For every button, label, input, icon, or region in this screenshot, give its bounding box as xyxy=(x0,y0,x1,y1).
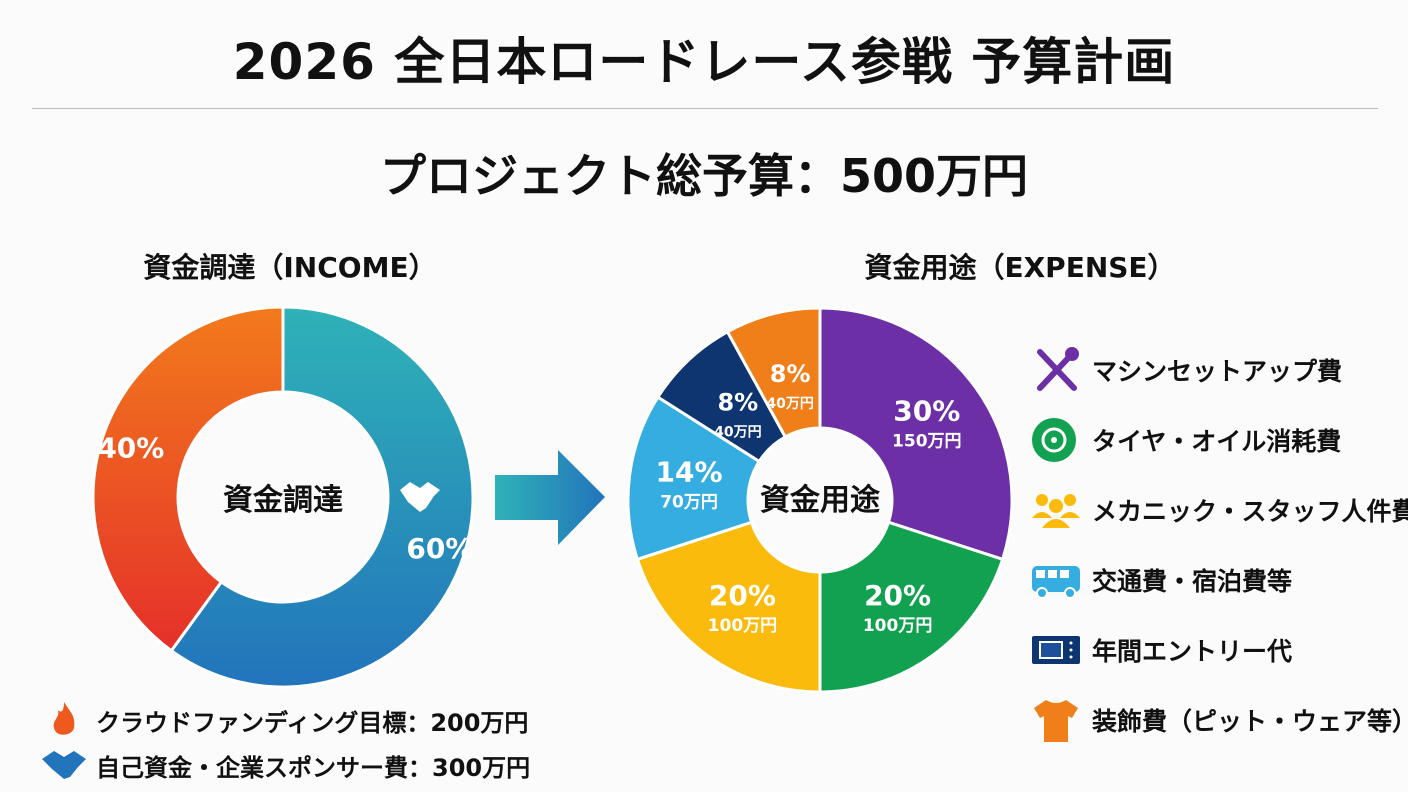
slice-amount-label: 40万円 xyxy=(766,396,813,412)
expense-legend: マシンセットアップ費 タイヤ・オイル消耗費 メカニック・スタッフ人件費 交通費・… xyxy=(1030,335,1408,755)
legend-label: 装飾費（ピット・ウェア等） xyxy=(1092,707,1408,736)
slice-pct-label: 40% xyxy=(97,432,164,465)
slice-amount-label: 40万円 xyxy=(714,425,761,441)
slice-0 xyxy=(818,306,1014,562)
legend-item: 装飾費（ピット・ウェア等） xyxy=(1030,685,1408,755)
slice-amount-label: 70万円 xyxy=(660,492,718,512)
income-title: 資金調達（INCOME） xyxy=(143,251,437,284)
divider xyxy=(32,108,1378,109)
slice-2 xyxy=(635,520,822,694)
handshake-icon xyxy=(400,482,440,512)
slice-5 xyxy=(725,306,822,439)
legend-label: 年間エントリー代 xyxy=(1092,637,1293,666)
slice-amount-label: 100万円 xyxy=(863,616,933,636)
legend-item: タイヤ・オイル消耗費 xyxy=(1030,405,1408,475)
wrench-screwdriver-icon xyxy=(1037,347,1079,391)
income-donut: 60% 40% xyxy=(91,305,475,689)
legend-label: タイヤ・オイル消耗費 xyxy=(1092,427,1342,456)
slice-pct-label: 60% xyxy=(406,532,473,565)
income-legend-item: 自己資金・企業スポンサー費：300万円 xyxy=(40,745,530,785)
slice-pct-label: 20% xyxy=(709,579,776,612)
tshirt-icon xyxy=(1034,700,1078,742)
legend-label: マシンセットアップ費 xyxy=(1092,357,1343,386)
slice-0 xyxy=(169,305,475,689)
slice-amount-label: 100万円 xyxy=(708,616,778,636)
slice-pct-label: 20% xyxy=(864,579,931,612)
page-title: 2026 全日本ロードレース参戦 予算計画 xyxy=(232,33,1176,91)
bus-icon xyxy=(1032,566,1080,599)
slice-pct-label: 14% xyxy=(656,455,723,488)
legend-item: メカニック・スタッフ人件費 xyxy=(1030,475,1408,545)
legend-label: 交通費・宿泊費等 xyxy=(1092,567,1293,596)
flame-icon xyxy=(53,702,75,735)
legend-item: マシンセットアップ費 xyxy=(1030,335,1408,405)
income-legend-text: クラウドファンディング目標：200万円 xyxy=(96,708,529,737)
ticket-icon xyxy=(1032,636,1080,664)
slice-pct-label: 30% xyxy=(893,394,960,427)
handshake-icon xyxy=(42,751,86,779)
legend-item: 年間エントリー代 xyxy=(1030,615,1408,685)
slice-3 xyxy=(626,395,762,562)
income-center-label: 資金調達 xyxy=(223,483,343,518)
legend-label: メカニック・スタッフ人件費 xyxy=(1092,497,1408,526)
people-icon xyxy=(1032,494,1080,528)
slice-amount-label: 150万円 xyxy=(892,431,962,451)
expense-donut: 30% 150万円 20% 100万円 20% 100万円 14% 70万円 8% 40万円 8% 4… xyxy=(626,306,1014,694)
slice-pct-label: 8% xyxy=(717,389,758,417)
total-budget: プロジェクト総予算：500万円 xyxy=(379,149,1029,203)
flow-arrow xyxy=(495,450,605,545)
income-legend-item: クラウドファンディング目標：200万円 xyxy=(40,700,528,740)
legend-item: 交通費・宿泊費等 xyxy=(1030,545,1408,615)
tire-icon xyxy=(1032,418,1076,462)
slice-1 xyxy=(818,520,1005,694)
expense-title: 資金用途（EXPENSE） xyxy=(864,251,1176,284)
slice-pct-label: 8% xyxy=(770,360,811,388)
income-legend-text: 自己資金・企業スポンサー費：300万円 xyxy=(96,753,531,782)
expense-center-label: 資金用途 xyxy=(760,483,881,518)
slice-1 xyxy=(91,305,285,653)
